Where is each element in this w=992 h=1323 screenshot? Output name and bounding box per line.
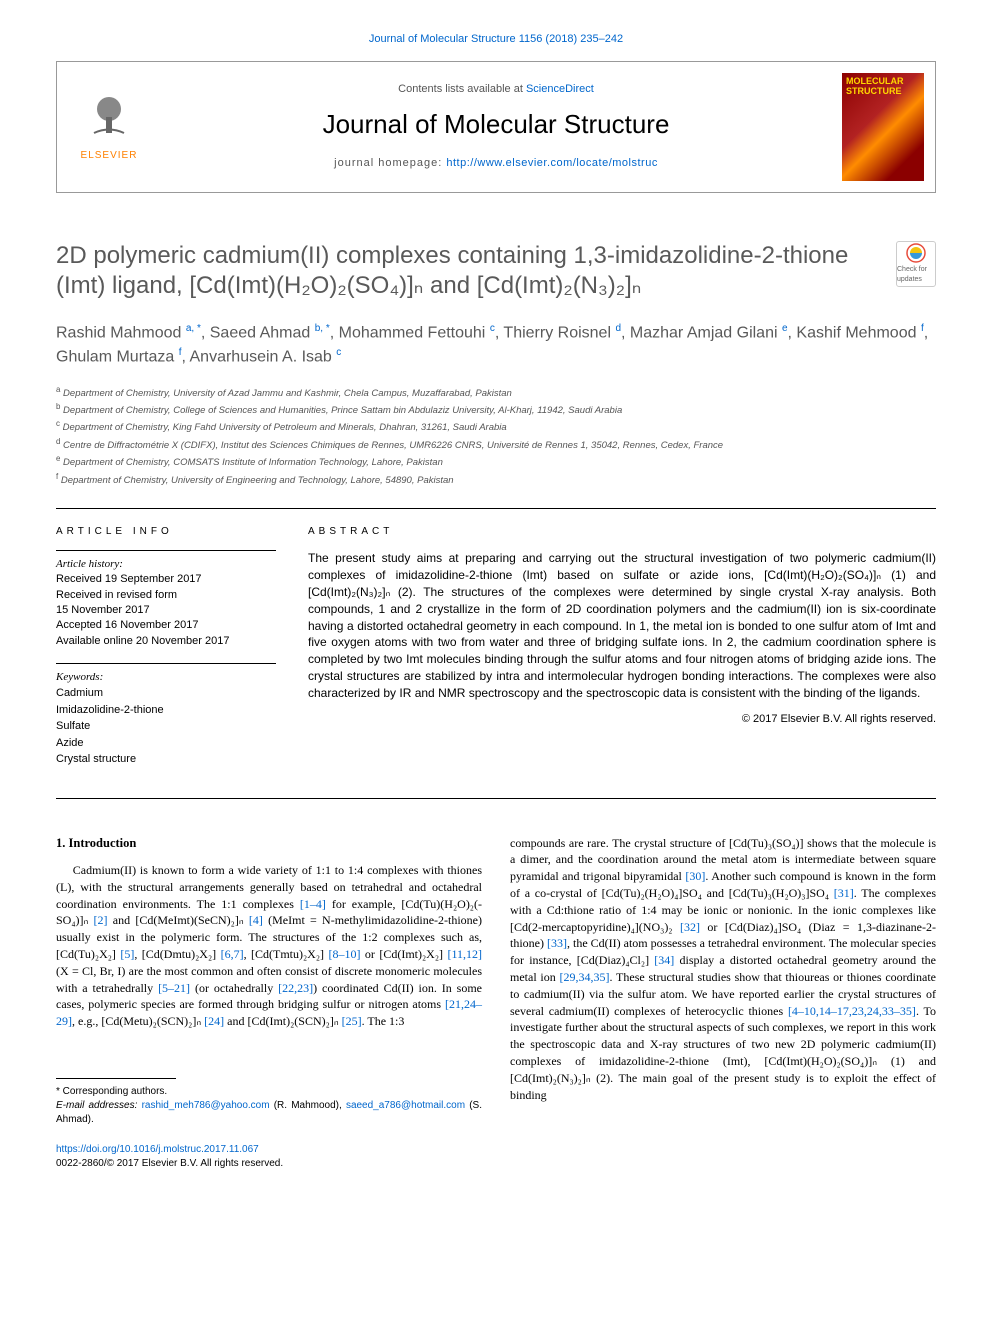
- abstract-copyright: © 2017 Elsevier B.V. All rights reserved…: [308, 712, 936, 727]
- keyword-item: Azide: [56, 735, 276, 752]
- top-citation[interactable]: Journal of Molecular Structure 1156 (201…: [56, 32, 936, 47]
- history-line: Received in revised form: [56, 588, 276, 603]
- cover-label-2: STRUCTURE: [846, 87, 920, 97]
- article-title: 2D polymeric cadmium(II) complexes conta…: [56, 241, 880, 301]
- article-info-heading: ARTICLE INFO: [56, 525, 276, 539]
- body-paragraph-left: Cadmium(II) is known to form a wide vari…: [56, 862, 482, 1030]
- keyword-item: Crystal structure: [56, 751, 276, 768]
- homepage-line: journal homepage: http://www.elsevier.co…: [334, 156, 658, 171]
- section-heading-introduction: 1. Introduction: [56, 835, 482, 853]
- publisher-logo-cell: ELSEVIER: [57, 62, 161, 192]
- header-center: Contents lists available at ScienceDirec…: [161, 62, 831, 192]
- keyword-item: Imidazolidine-2-thione: [56, 702, 276, 719]
- history-line: Accepted 16 November 2017: [56, 618, 276, 633]
- article-info-column: ARTICLE INFO Article history: Received 1…: [56, 525, 276, 782]
- corresponding-emails: E-mail addresses: rashid_meh786@yahoo.co…: [56, 1099, 482, 1127]
- affiliation-line: d Centre de Diffractométrie X (CDIFX), I…: [56, 436, 936, 453]
- history-line: Received 19 September 2017: [56, 572, 276, 587]
- body-paragraph-right: compounds are rare. The crystal structur…: [510, 835, 936, 1104]
- email-name-1: (R. Mahmood),: [270, 1100, 346, 1111]
- abstract-heading: ABSTRACT: [308, 525, 936, 539]
- crossmark-label: Check for updates: [897, 265, 935, 284]
- divider-bottom: [56, 798, 936, 799]
- journal-cover-thumbnail[interactable]: MOLECULAR STRUCTURE: [842, 73, 924, 181]
- cover-thumb-cell: MOLECULAR STRUCTURE: [831, 62, 935, 192]
- authors-line: Rashid Mahmood a, *, Saeed Ahmad b, *, M…: [56, 321, 936, 370]
- info-divider-2: [56, 663, 276, 664]
- journal-header: ELSEVIER Contents lists available at Sci…: [56, 61, 936, 193]
- body-two-column: 1. Introduction Cadmium(II) is known to …: [56, 835, 936, 1171]
- doi-link[interactable]: https://doi.org/10.1016/j.molstruc.2017.…: [56, 1144, 259, 1155]
- corresponding-author-note: * Corresponding authors.: [56, 1085, 482, 1099]
- keywords-label: Keywords:: [56, 670, 276, 685]
- sciencedirect-link[interactable]: ScienceDirect: [526, 83, 594, 95]
- homepage-link[interactable]: http://www.elsevier.com/locate/molstruc: [446, 157, 657, 169]
- homepage-label: journal homepage:: [334, 157, 446, 169]
- email-label: E-mail addresses:: [56, 1100, 142, 1111]
- abstract-column: ABSTRACT The present study aims at prepa…: [308, 525, 936, 782]
- affiliation-line: c Department of Chemistry, King Fahd Uni…: [56, 418, 936, 435]
- crossmark-badge[interactable]: Check for updates: [896, 241, 936, 287]
- body-column-left: 1. Introduction Cadmium(II) is known to …: [56, 835, 482, 1171]
- email-link-2[interactable]: saeed_a786@hotmail.com: [346, 1100, 465, 1111]
- email-link-1[interactable]: rashid_meh786@yahoo.com: [142, 1100, 270, 1111]
- footnote-rule: [56, 1078, 176, 1079]
- elsevier-wordmark: ELSEVIER: [81, 149, 138, 163]
- affiliation-line: e Department of Chemistry, COMSATS Insti…: [56, 453, 936, 470]
- affiliation-line: f Department of Chemistry, University of…: [56, 471, 936, 488]
- affiliations-block: a Department of Chemistry, University of…: [56, 384, 936, 488]
- affiliation-line: a Department of Chemistry, University of…: [56, 384, 936, 401]
- article-history-label: Article history:: [56, 557, 276, 572]
- keyword-item: Sulfate: [56, 718, 276, 735]
- contents-available-line: Contents lists available at ScienceDirec…: [398, 82, 594, 97]
- keyword-item: Cadmium: [56, 685, 276, 702]
- crossmark-icon: [906, 243, 926, 263]
- doi-block: https://doi.org/10.1016/j.molstruc.2017.…: [56, 1143, 482, 1171]
- contents-prefix: Contents lists available at: [398, 83, 526, 95]
- body-column-right: compounds are rare. The crystal structur…: [510, 835, 936, 1171]
- abstract-text: The present study aims at preparing and …: [308, 550, 936, 701]
- footnotes-block: * Corresponding authors. E-mail addresse…: [56, 1085, 482, 1127]
- elsevier-tree-icon: [84, 91, 134, 141]
- affiliation-line: b Department of Chemistry, College of Sc…: [56, 401, 936, 418]
- issn-copyright-line: 0022-2860/© 2017 Elsevier B.V. All right…: [56, 1158, 283, 1169]
- article-history-lines: Received 19 September 2017Received in re…: [56, 572, 276, 649]
- journal-name: Journal of Molecular Structure: [323, 107, 670, 142]
- history-line: Available online 20 November 2017: [56, 634, 276, 649]
- info-divider-1: [56, 550, 276, 551]
- history-line: 15 November 2017: [56, 603, 276, 618]
- elsevier-logo[interactable]: ELSEVIER: [81, 91, 138, 163]
- keywords-list: CadmiumImidazolidine-2-thioneSulfateAzid…: [56, 685, 276, 768]
